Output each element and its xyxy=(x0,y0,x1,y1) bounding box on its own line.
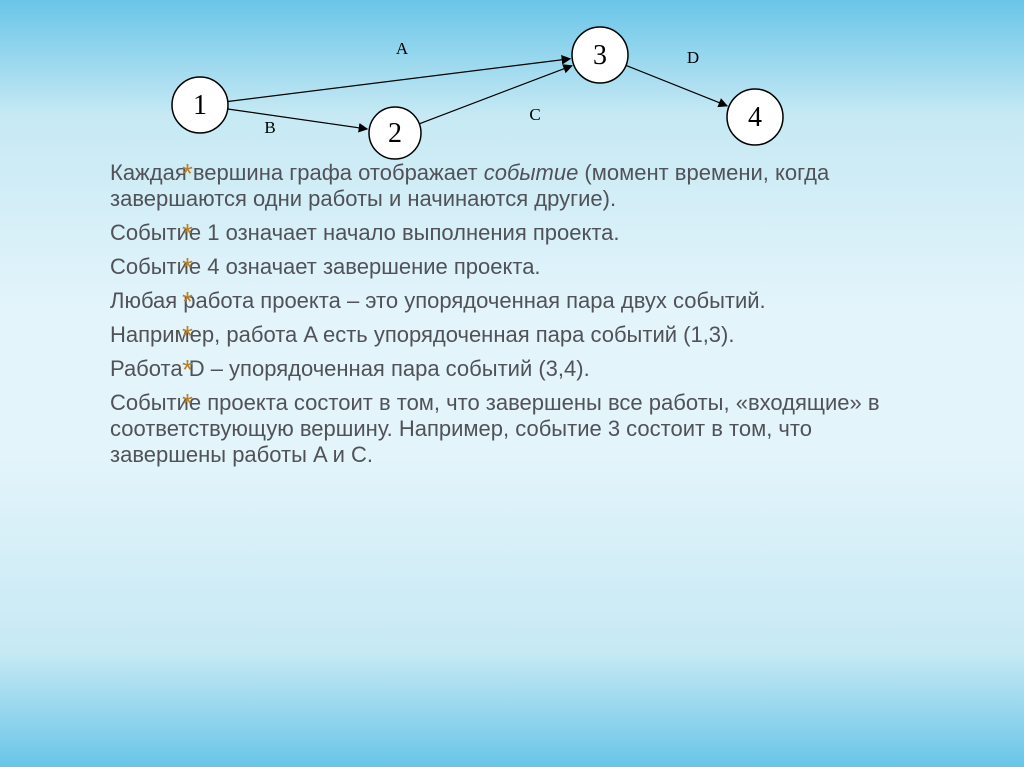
bullet-icon: * xyxy=(182,390,193,418)
bullet-icon: * xyxy=(182,160,193,188)
svg-text:A: A xyxy=(396,39,409,58)
text-line: Любая работа проекта – это упорядоченная… xyxy=(110,288,766,313)
svg-text:B: B xyxy=(264,118,275,137)
svg-text:1: 1 xyxy=(193,90,207,121)
slide: A B C D 1 2 3 4 * Каждая вершина графа отобража… xyxy=(0,0,1024,767)
text-line: Событие проекта состоит в том, что завер… xyxy=(110,390,880,467)
text-line: Например, работа A есть упорядоченная па… xyxy=(110,322,734,347)
svg-text:3: 3 xyxy=(593,40,607,71)
paragraph-7: * Событие проекта состоит в том, что зав… xyxy=(110,390,920,468)
network-diagram: A B C D 1 2 3 4 xyxy=(140,15,840,160)
paragraph-3: * Событие 4 означает завершение проекта. xyxy=(110,254,920,280)
slide-body: * Каждая вершина графа отображает событи… xyxy=(110,160,920,476)
paragraph-6: * Работа D – упорядоченная пара событий … xyxy=(110,356,920,382)
paragraph-1: * Каждая вершина графа отображает событи… xyxy=(110,160,920,212)
bullet-icon: * xyxy=(182,288,193,316)
text-emphasis: событие xyxy=(484,160,579,185)
paragraph-5: * Например, работа A есть упорядоченная … xyxy=(110,322,920,348)
svg-text:C: C xyxy=(529,105,540,124)
svg-text:4: 4 xyxy=(748,102,762,133)
paragraph-2: * Событие 1 означает начало выполнения п… xyxy=(110,220,920,246)
svg-text:D: D xyxy=(687,48,699,67)
bullet-icon: * xyxy=(182,322,193,350)
text-fragment: Каждая вершина графа отображает xyxy=(110,160,484,185)
bullet-icon: * xyxy=(182,254,193,282)
text-line: Событие 4 означает завершение проекта. xyxy=(110,254,541,279)
bullet-icon: * xyxy=(182,356,193,384)
svg-text:2: 2 xyxy=(388,118,402,149)
bullet-icon: * xyxy=(182,220,193,248)
paragraph-4: * Любая работа проекта – это упорядоченн… xyxy=(110,288,920,314)
